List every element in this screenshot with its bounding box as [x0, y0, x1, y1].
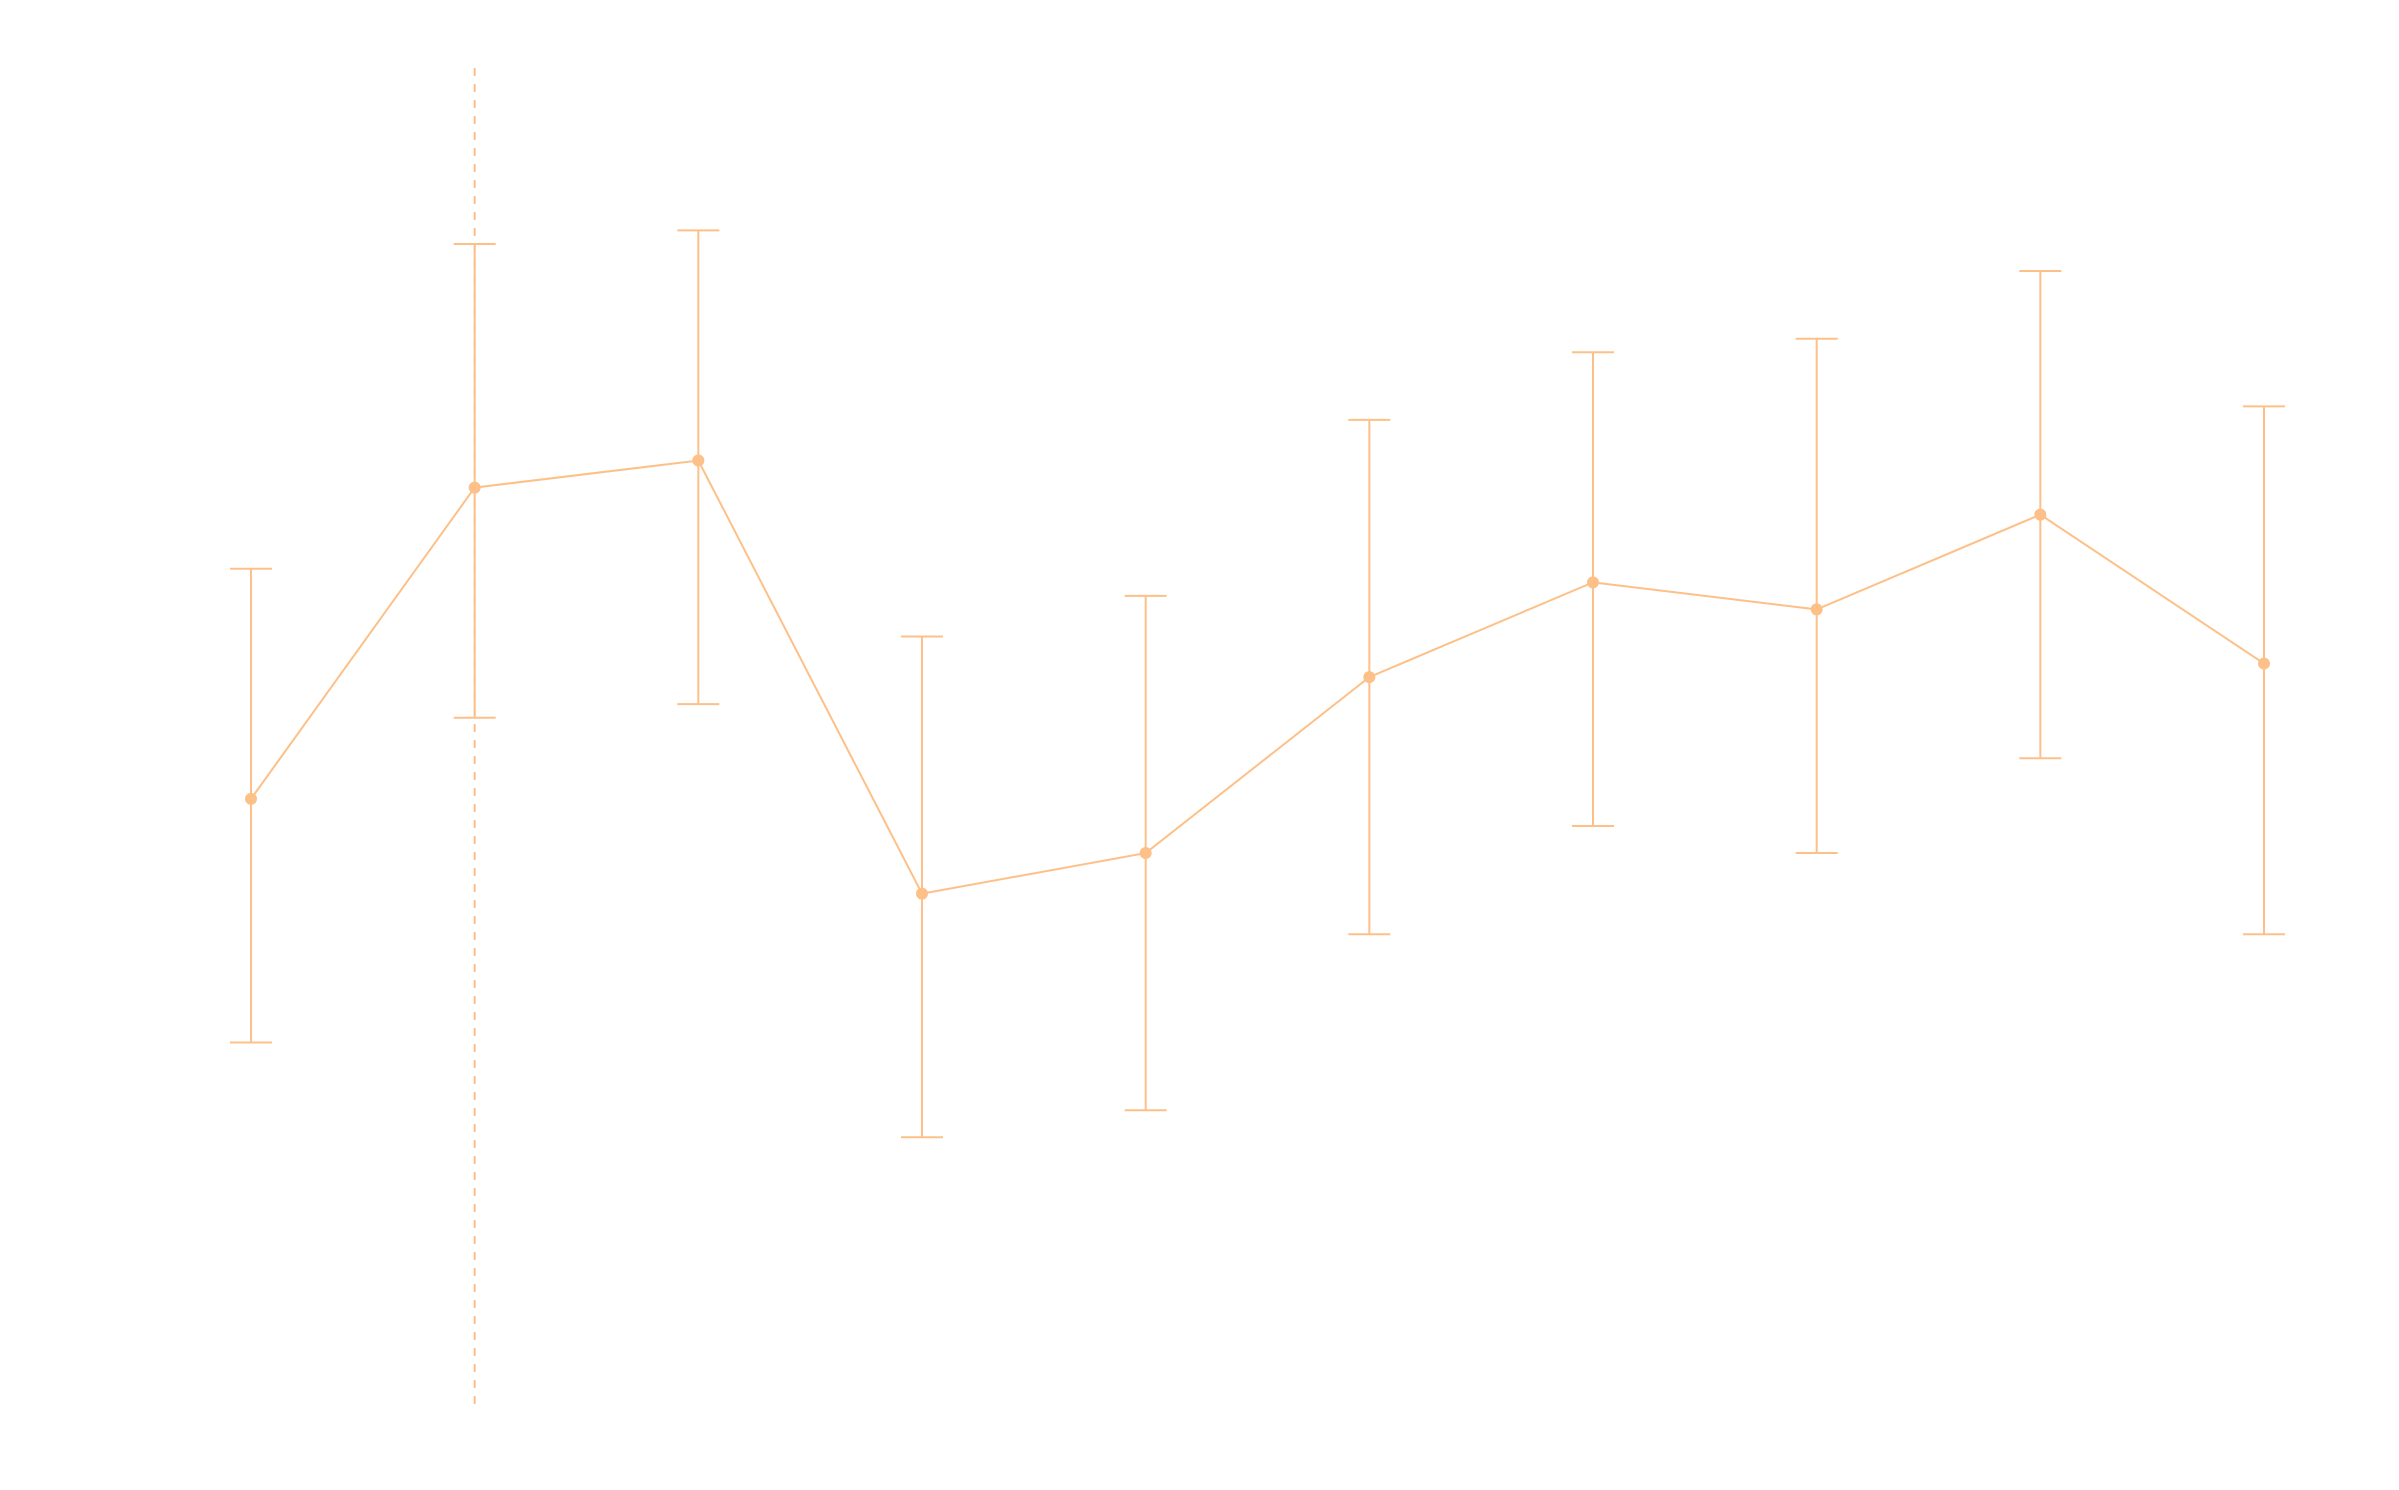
- data-point: [1363, 671, 1376, 684]
- error-bar: [677, 229, 720, 706]
- data-point: [1810, 603, 1823, 616]
- data-point: [1139, 847, 1152, 860]
- error-bar: [1572, 351, 1614, 827]
- series-line: [250, 459, 2265, 895]
- data-point: [245, 792, 257, 805]
- error-bar: [230, 567, 272, 1044]
- error-bar: [901, 635, 943, 1139]
- data-point: [2034, 508, 2047, 521]
- error-bar: [2243, 405, 2285, 936]
- data-point: [916, 887, 928, 900]
- data-point: [2258, 657, 2270, 670]
- data-point: [1587, 576, 1599, 589]
- data-point: [468, 481, 481, 494]
- series-line-layer: [250, 459, 2265, 895]
- error-bar: [453, 242, 496, 719]
- error-bar-layer: [230, 229, 2285, 1139]
- data-point-layer: [245, 454, 2270, 900]
- data-point: [692, 454, 705, 467]
- error-bar: [1795, 337, 1838, 855]
